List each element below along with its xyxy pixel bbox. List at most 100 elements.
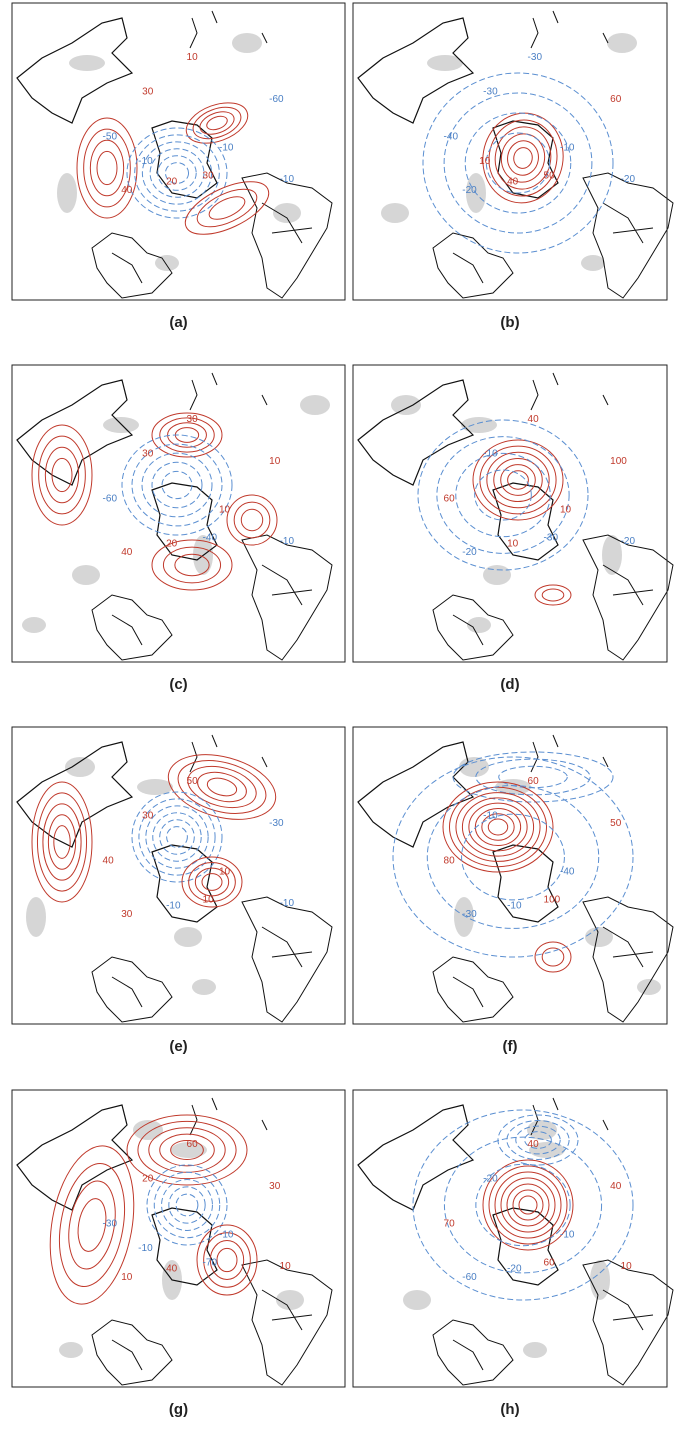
shaded-region	[137, 779, 173, 795]
contour-line	[524, 1131, 552, 1149]
coastline	[16, 10, 333, 299]
contour-label: 100	[610, 456, 627, 467]
contour-line	[500, 133, 546, 183]
panel-border	[11, 726, 346, 1025]
panel-label: (c)	[169, 676, 187, 693]
contour-line	[443, 92, 593, 234]
contour-line	[199, 111, 235, 135]
contour-line	[170, 1139, 204, 1161]
contour-line	[534, 584, 572, 606]
contour-line	[145, 805, 209, 869]
contour-label: -10	[560, 1230, 575, 1241]
shaded-region	[459, 757, 489, 777]
contour-label: 60	[444, 494, 456, 505]
contour-label: -10	[219, 1230, 234, 1241]
contour-line	[436, 436, 570, 554]
contour-line	[494, 126, 552, 190]
contour-line	[175, 1193, 199, 1217]
contour-line	[151, 412, 223, 458]
contour-line	[507, 470, 529, 490]
contour-line	[194, 867, 230, 897]
contour-line	[36, 792, 88, 892]
contour-label: -20	[462, 185, 477, 196]
contour-line	[138, 798, 216, 876]
contour-label: 40	[528, 414, 540, 425]
shaded-region	[133, 1120, 163, 1140]
shaded-region	[59, 1342, 83, 1358]
contour-line	[392, 756, 634, 958]
contour-line	[76, 117, 138, 219]
contour-line	[488, 119, 558, 197]
contour-label: -20	[462, 547, 477, 558]
contour-label: 10	[269, 456, 281, 467]
contour-line	[196, 188, 258, 228]
shaded-region	[57, 173, 77, 213]
contour-label: -10	[138, 156, 153, 167]
contour-line	[159, 417, 215, 453]
map-panel: 10 30 50 10 40 -30 -10 30 -10	[11, 726, 346, 1025]
contour-label: -60	[269, 94, 284, 105]
contour-label: 40	[166, 1263, 178, 1274]
contour-line	[485, 132, 551, 194]
contour-label: 40	[121, 547, 133, 558]
contour-line	[188, 862, 236, 902]
contour-line	[468, 802, 528, 852]
contour-line	[47, 814, 77, 870]
contour-label: 80	[444, 856, 456, 867]
contour-line	[184, 181, 270, 235]
contour-line	[121, 434, 233, 536]
contour-line	[141, 452, 213, 518]
contour-line	[500, 464, 536, 496]
contour-label: -50	[103, 132, 118, 143]
contour-label: -10	[560, 143, 575, 154]
contour-label: 40	[528, 1139, 540, 1150]
contour-label: 60	[544, 1257, 556, 1268]
contour-label: -40	[560, 867, 575, 878]
contour-line	[474, 469, 532, 521]
contour-line	[518, 1195, 538, 1215]
contour-line	[168, 1186, 206, 1224]
panel-label: (f)	[503, 1038, 518, 1055]
contour-line	[149, 148, 205, 198]
panel-border	[11, 364, 346, 663]
contour-label: 30	[203, 170, 215, 181]
contour-line	[153, 1171, 221, 1239]
contour-label: 10	[479, 156, 491, 167]
shaded-region	[72, 565, 100, 585]
shaded-region	[232, 33, 262, 53]
contour-line	[486, 451, 550, 509]
contour-line	[541, 947, 565, 967]
shaded-region	[65, 757, 95, 777]
contour-label: 40	[121, 185, 133, 196]
contour-label: -30	[528, 52, 543, 63]
shaded-region	[461, 417, 497, 433]
panel-border	[352, 726, 668, 1025]
panel-label: (e)	[169, 1038, 187, 1055]
map-panel: 10 40 30 -40 -60 10 20 30 -10	[11, 364, 346, 663]
contour-label: 60	[187, 1139, 199, 1150]
contour-line	[422, 72, 614, 254]
map-panel: -40 -30 60 100 80 50 -10 -10	[352, 726, 674, 1025]
panel-label: (a)	[169, 314, 187, 331]
shaded-region	[523, 1342, 547, 1358]
contour-line	[426, 785, 600, 929]
contour-label: -30	[269, 818, 284, 829]
contour-line	[512, 1189, 544, 1221]
contour-label: 100	[544, 894, 561, 905]
contour-line	[442, 781, 554, 873]
contour-label: -30	[483, 87, 498, 98]
shaded-region	[273, 203, 301, 223]
contour-line	[51, 457, 73, 493]
contour-label: 40	[610, 1181, 622, 1192]
map-panel: 10 -20 40 -30 60 100 10 -10 -20	[352, 364, 674, 663]
contour-label: 50	[610, 818, 622, 829]
contour-label: -30	[462, 909, 477, 920]
contour-line	[482, 112, 564, 204]
contour-line	[464, 112, 572, 214]
contour-line	[507, 140, 539, 176]
contour-line	[203, 1232, 251, 1288]
contour-label: -70	[203, 1257, 218, 1268]
contour-line	[216, 1247, 238, 1273]
contour-label: -10	[483, 449, 498, 460]
